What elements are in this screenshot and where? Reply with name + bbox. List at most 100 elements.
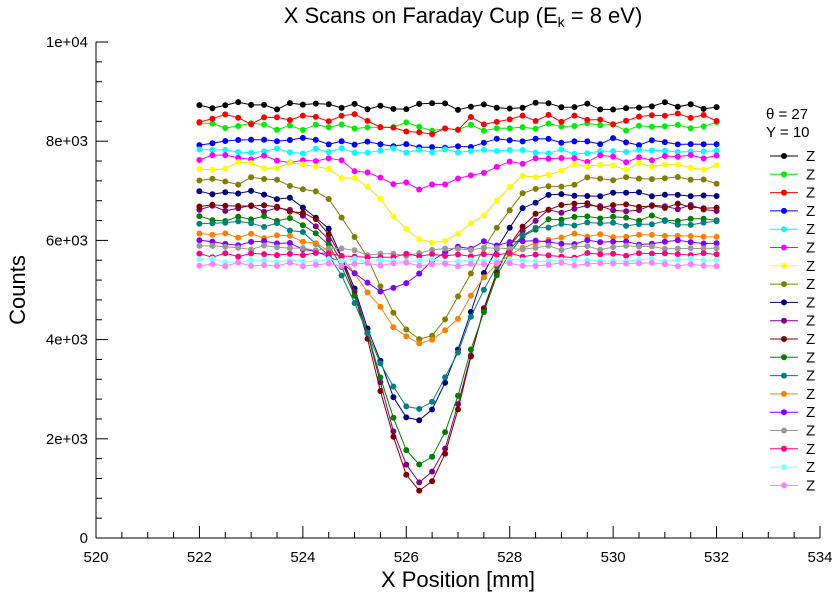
data-point bbox=[403, 128, 410, 135]
data-point bbox=[429, 251, 436, 258]
legend-header: Y = 10 bbox=[766, 124, 810, 141]
data-point bbox=[623, 242, 630, 249]
data-point bbox=[597, 231, 604, 238]
data-point bbox=[338, 138, 345, 145]
data-point bbox=[674, 251, 681, 258]
data-point bbox=[480, 244, 487, 251]
data-point bbox=[274, 196, 280, 203]
data-point bbox=[700, 123, 707, 130]
data-point bbox=[196, 166, 203, 172]
data-point bbox=[648, 243, 655, 250]
data-point bbox=[610, 153, 617, 160]
data-point bbox=[416, 186, 423, 193]
legend-entry: Z bbox=[806, 459, 815, 476]
data-point bbox=[442, 245, 449, 252]
y-tick-label: 2e+03 bbox=[46, 431, 88, 448]
data-point bbox=[558, 191, 565, 198]
data-point bbox=[274, 106, 280, 113]
data-point bbox=[700, 240, 707, 247]
data-point bbox=[506, 250, 513, 257]
data-point bbox=[364, 117, 371, 124]
data-point bbox=[364, 138, 371, 145]
data-point bbox=[623, 238, 630, 245]
data-point bbox=[429, 239, 436, 246]
data-point bbox=[597, 148, 604, 155]
data-point bbox=[429, 131, 436, 138]
data-point bbox=[700, 166, 707, 173]
data-point bbox=[286, 137, 293, 143]
data-point bbox=[261, 213, 268, 220]
data-point bbox=[661, 99, 668, 106]
data-point bbox=[584, 219, 591, 226]
data-point bbox=[545, 171, 552, 178]
data-point bbox=[545, 100, 552, 107]
data-point bbox=[519, 160, 526, 167]
data-point bbox=[584, 138, 591, 145]
data-point bbox=[364, 149, 371, 156]
data-point bbox=[286, 232, 293, 239]
data-point bbox=[286, 250, 293, 257]
data-point bbox=[584, 174, 591, 181]
data-point bbox=[429, 100, 436, 107]
data-point bbox=[222, 202, 229, 209]
data-point bbox=[196, 142, 203, 149]
legend-swatch-marker bbox=[781, 445, 787, 452]
data-point bbox=[455, 126, 461, 133]
data-point bbox=[584, 200, 591, 207]
legend-swatch-marker bbox=[781, 207, 787, 214]
data-point bbox=[713, 141, 720, 148]
data-point bbox=[597, 239, 604, 246]
data-point bbox=[558, 209, 565, 216]
data-point bbox=[480, 270, 487, 276]
data-point bbox=[442, 374, 449, 381]
data-point bbox=[674, 161, 681, 168]
data-point bbox=[222, 243, 229, 250]
data-point bbox=[610, 148, 617, 155]
data-point bbox=[532, 185, 539, 192]
data-point bbox=[312, 223, 319, 230]
data-point bbox=[597, 260, 604, 267]
data-point bbox=[480, 101, 487, 108]
data-point bbox=[209, 146, 216, 153]
data-point bbox=[571, 123, 578, 129]
data-point bbox=[597, 246, 604, 253]
data-point bbox=[261, 238, 268, 245]
data-point bbox=[700, 148, 707, 155]
data-point bbox=[235, 190, 242, 197]
data-point bbox=[235, 137, 242, 143]
data-point bbox=[416, 146, 423, 153]
data-point bbox=[532, 237, 539, 244]
data-point bbox=[196, 119, 203, 126]
data-point bbox=[480, 274, 487, 281]
data-point bbox=[416, 336, 423, 343]
data-point bbox=[299, 258, 306, 265]
data-point bbox=[700, 257, 707, 264]
data-point bbox=[209, 105, 216, 112]
data-point bbox=[416, 487, 423, 494]
data-point bbox=[338, 121, 345, 128]
data-point bbox=[248, 187, 255, 194]
data-point bbox=[261, 223, 268, 230]
data-point bbox=[519, 124, 526, 131]
data-point bbox=[687, 204, 694, 210]
data-point bbox=[403, 106, 410, 113]
data-point bbox=[286, 245, 293, 252]
data-point bbox=[661, 161, 668, 168]
data-point bbox=[286, 159, 293, 166]
data-point bbox=[209, 238, 216, 245]
data-point bbox=[674, 103, 681, 110]
data-point bbox=[390, 394, 397, 401]
data-point bbox=[299, 127, 306, 133]
data-point bbox=[610, 250, 617, 257]
data-point bbox=[377, 102, 384, 109]
data-point bbox=[648, 103, 655, 110]
data-point bbox=[338, 258, 345, 265]
data-point bbox=[545, 252, 552, 259]
data-point bbox=[442, 379, 449, 386]
data-point bbox=[196, 220, 203, 227]
data-point bbox=[623, 127, 630, 134]
data-point bbox=[351, 300, 358, 307]
data-point bbox=[467, 292, 474, 299]
data-point bbox=[480, 127, 487, 134]
data-point bbox=[610, 121, 617, 128]
